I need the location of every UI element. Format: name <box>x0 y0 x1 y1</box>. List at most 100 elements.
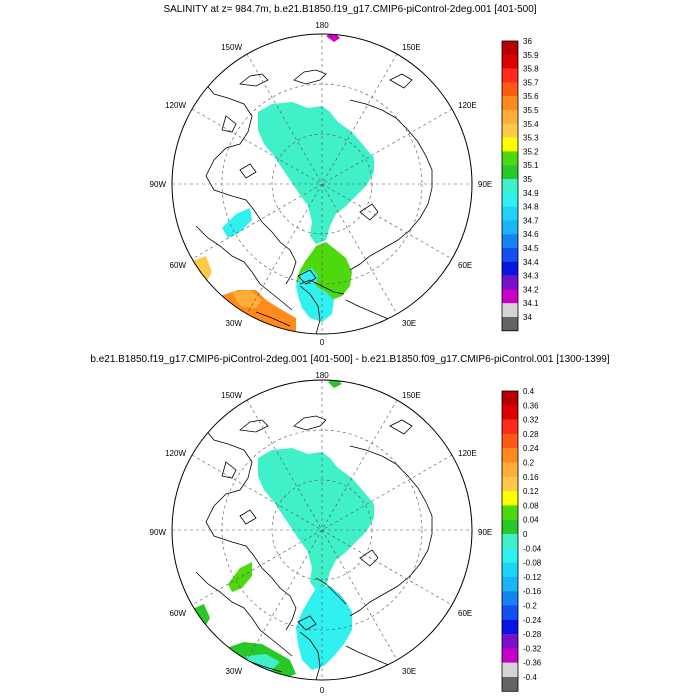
colorbar-frame <box>501 40 519 332</box>
colorbar-label: 34.6 <box>523 230 539 239</box>
colorbar-label: 0.4 <box>523 387 535 396</box>
colorbar-swatch <box>502 206 518 221</box>
colorbar-swatch <box>502 448 518 463</box>
colorbar-swatch <box>502 677 518 692</box>
field-bering-patch <box>328 380 342 388</box>
field-nordic-seas <box>296 586 352 670</box>
colorbar-label: 34.8 <box>523 203 539 212</box>
field-north-atlantic-core <box>232 290 262 308</box>
colorbar-label: -0.28 <box>523 630 542 639</box>
colorbar-label: -0.04 <box>523 544 542 553</box>
colorbar-label: 35.2 <box>523 147 539 156</box>
lon-label-60e: 60E <box>458 261 472 270</box>
colorbar-swatch <box>502 476 518 492</box>
colorbar-swatch <box>502 619 518 635</box>
colorbar-label: 34.7 <box>523 216 539 225</box>
lon-label-120e: 120E <box>458 101 477 110</box>
colorbar-swatch <box>502 605 518 620</box>
colorbar-swatch <box>502 248 518 262</box>
colorbar-swatch <box>502 192 518 207</box>
colorbar-label: 0.28 <box>523 430 539 439</box>
colorbar-label: 35.8 <box>523 65 539 74</box>
colorbar-swatch <box>502 289 518 304</box>
colorbar-swatch <box>502 548 518 563</box>
colorbar-label: -0.16 <box>523 587 542 596</box>
colorbar-label: 35 <box>523 175 532 184</box>
colorbar-label: 34.3 <box>523 272 539 281</box>
colorbar-swatch <box>502 303 518 318</box>
colorbar-label: 35.3 <box>523 134 539 143</box>
lon-label-60w: 60W <box>170 261 187 270</box>
map-boundary <box>171 379 473 681</box>
colorbar-label: -0.4 <box>523 673 537 682</box>
colorbar-swatch <box>502 433 518 449</box>
colorbar-swatch <box>502 634 518 649</box>
colorbar-swatch <box>502 419 518 435</box>
lon-label-90w: 90W <box>150 528 167 537</box>
colorbar-label: 35.5 <box>523 106 539 115</box>
colorbar-label: 0.36 <box>523 401 539 410</box>
colorbar-swatch <box>502 462 518 477</box>
colorbar-swatch <box>502 317 518 331</box>
chart-title: SALINITY at z= 984.7m, b.e21.B1850.f19_g… <box>163 4 536 15</box>
colorbar-label: -0.12 <box>523 573 542 582</box>
field-north-atlantic-west <box>190 604 210 634</box>
colorbar-label: 36 <box>523 37 532 46</box>
lon-label-0: 0 <box>320 338 325 347</box>
colorbar-swatch <box>502 576 518 592</box>
colorbar-label: 0.2 <box>523 459 535 468</box>
colorbar-label: 35.7 <box>523 78 539 87</box>
colorbar-label: 35.9 <box>523 51 539 60</box>
colorbar-swatch <box>502 41 518 55</box>
field-arctic-ocean <box>258 448 374 590</box>
lon-labels: 180 150E 120E 90E 60E 30E 0 30W 60W 90W … <box>150 371 493 695</box>
colorbar-swatch <box>502 275 518 290</box>
lon-labels: 180 150E 120E 90E 60E 30E 0 30W 60W 90W … <box>150 21 493 347</box>
colorbar-swatch <box>502 234 518 249</box>
lon-label-150e: 150E <box>402 391 421 400</box>
colorbar-swatch <box>502 405 518 420</box>
colorbar-label: 34.1 <box>523 299 539 308</box>
map-area <box>190 380 433 680</box>
lon-label-0: 0 <box>320 686 325 695</box>
colorbar-label: 0 <box>523 530 528 539</box>
colorbar-label: 34.4 <box>523 258 539 267</box>
colorbar-swatch <box>502 82 518 97</box>
colorbar-swatch <box>502 534 518 549</box>
colorbar-swatch <box>502 519 518 535</box>
colorbar-label: -0.2 <box>523 602 537 611</box>
map-area <box>190 34 433 334</box>
colorbar: 0.4 0.36 0.32 0.28 0.24 0.2 0.16 0.12 0.08 0.04 0 -… <box>501 387 542 692</box>
lon-label-180: 180 <box>315 21 329 30</box>
lon-label-120w: 120W <box>165 449 186 458</box>
field-labrador-sea <box>222 208 252 238</box>
colorbar-label: 35.6 <box>523 92 539 101</box>
colorbar-swatch <box>502 505 518 520</box>
panel-difference: b.e21.B1850.f19_g17.CMIP6-piControl-2deg… <box>90 354 609 695</box>
colorbar-swatch <box>502 491 518 506</box>
colorbar-label: 0.04 <box>523 516 539 525</box>
coastlines <box>195 415 433 680</box>
colorbar-label: 0.12 <box>523 487 539 496</box>
colorbar-label: -0.36 <box>523 659 542 668</box>
colorbar-label: 34.9 <box>523 189 539 198</box>
colorbar-swatch <box>502 137 518 152</box>
lon-label-90e: 90E <box>478 180 492 189</box>
colorbar-swatch <box>502 110 518 124</box>
colorbar-swatch <box>502 220 518 235</box>
colorbar-label: 0.16 <box>523 473 539 482</box>
map-boundary <box>171 33 473 335</box>
lon-label-120e: 120E <box>458 449 477 458</box>
colorbar-swatch <box>502 391 518 406</box>
lon-label-30w: 30W <box>226 667 243 676</box>
colorbar-label: -0.24 <box>523 616 542 625</box>
graticule <box>172 380 472 680</box>
colorbar-label: 0.24 <box>523 444 539 453</box>
lon-label-120w: 120W <box>165 101 186 110</box>
colorbar-swatch <box>502 123 518 138</box>
colorbar-swatch <box>502 165 518 180</box>
field-arctic-ocean <box>258 102 374 244</box>
colorbar-label: 35.1 <box>523 161 539 170</box>
colorbar-swatch <box>502 179 518 193</box>
